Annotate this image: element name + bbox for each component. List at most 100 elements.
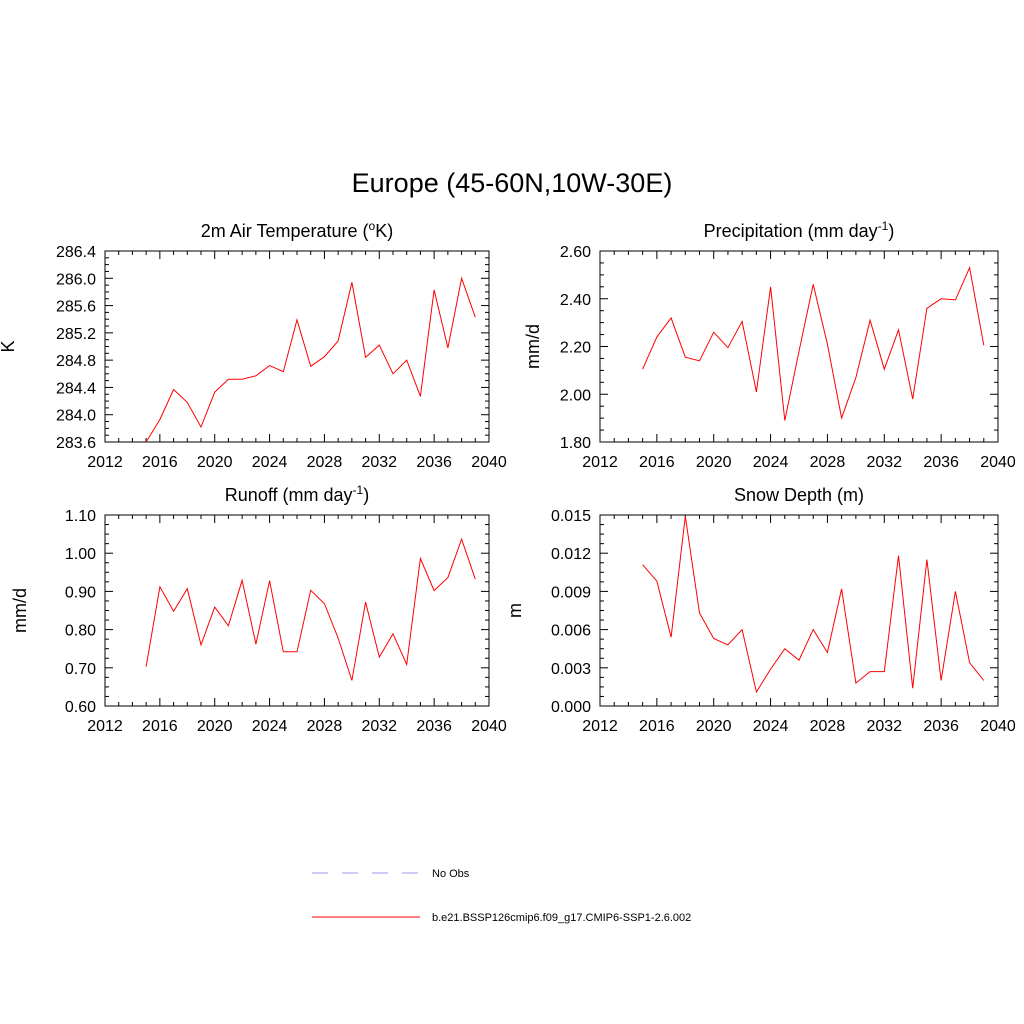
series-line xyxy=(145,276,476,443)
y-axis-label: mm/d xyxy=(10,588,30,633)
data-point xyxy=(241,378,243,380)
data-point xyxy=(433,289,435,291)
y-tick-label: 286.0 xyxy=(56,271,96,288)
x-tick-label: 2012 xyxy=(582,718,618,735)
data-point xyxy=(159,419,161,421)
x-tick-label: 2036 xyxy=(416,718,452,735)
data-point xyxy=(969,267,971,269)
y-tick-label: 2.40 xyxy=(560,292,591,309)
data-point xyxy=(841,588,843,590)
x-tick-label: 2024 xyxy=(753,454,789,471)
data-point xyxy=(255,375,257,377)
y-tick-label: 286.4 xyxy=(56,244,96,261)
data-point xyxy=(461,538,463,540)
data-point xyxy=(912,398,914,400)
data-point xyxy=(296,319,298,321)
data-point xyxy=(969,662,971,664)
data-point xyxy=(954,590,956,592)
data-point xyxy=(940,680,942,682)
x-tick-label: 2012 xyxy=(87,718,123,735)
x-tick-label: 2016 xyxy=(639,718,675,735)
y-tick-label: 1.80 xyxy=(560,435,591,452)
data-point xyxy=(200,426,202,428)
data-point xyxy=(798,659,800,661)
data-point xyxy=(642,564,644,566)
data-point xyxy=(186,401,188,403)
data-point xyxy=(770,668,772,670)
data-point xyxy=(898,329,900,331)
data-point xyxy=(727,347,729,349)
data-point xyxy=(940,298,942,300)
data-point xyxy=(812,283,814,285)
data-point xyxy=(670,636,672,638)
y-tick-label: 284.8 xyxy=(56,353,96,370)
figure-title: Europe (45-60N,10W-30E) xyxy=(351,168,673,198)
data-point xyxy=(378,656,380,658)
series-line xyxy=(145,537,476,681)
data-point xyxy=(310,589,312,591)
x-tick-label: 2024 xyxy=(753,718,789,735)
y-tick-label: 0.009 xyxy=(551,584,591,601)
panel-title-main: Runoff (mm day xyxy=(225,485,353,505)
data-point xyxy=(642,368,644,370)
data-point xyxy=(173,389,175,391)
data-point xyxy=(855,377,857,379)
x-tick-label: 2024 xyxy=(252,718,288,735)
y-tick-label: 0.70 xyxy=(65,661,96,678)
data-point xyxy=(784,420,786,422)
y-axis-label: m xyxy=(505,603,525,618)
y-tick-label: 0.015 xyxy=(551,508,591,525)
data-point xyxy=(869,671,871,673)
data-point xyxy=(898,555,900,557)
y-tick-label: 284.4 xyxy=(56,380,96,397)
y-axis-label: mm/d xyxy=(523,324,543,369)
y-tick-label: 2.20 xyxy=(560,340,591,357)
panel-snow-depth: 2012 2016 2020 2024 2028 2032 2036 2040 0.000 0.0… xyxy=(505,485,1016,735)
x-tick-label: 2032 xyxy=(361,718,397,735)
x-tick-label: 2032 xyxy=(866,718,902,735)
panel-title-main: 2m Air Temperature ( xyxy=(201,221,369,241)
plot-frame xyxy=(104,514,490,707)
panel-title-superscript: -1 xyxy=(353,483,364,497)
x-tick-label: 2040 xyxy=(980,718,1016,735)
plot-frame xyxy=(599,250,999,443)
panel-air-temperature: 2012 2016 2020 2024 2028 2032 2036 2040 283.6 284… xyxy=(0,219,507,471)
data-point xyxy=(296,651,298,653)
y-tick-label: 1.10 xyxy=(65,508,96,525)
y-tick-label: 2.60 xyxy=(560,244,591,261)
x-tick-label: 2028 xyxy=(307,454,343,471)
data-point xyxy=(145,441,147,443)
x-tick-label: 2028 xyxy=(307,718,343,735)
data-point xyxy=(323,603,325,605)
x-tick-label: 2040 xyxy=(471,718,507,735)
x-tick-label: 2036 xyxy=(923,454,959,471)
y-axis-label: K xyxy=(0,340,18,352)
y-tick-label: 2.00 xyxy=(560,387,591,404)
data-point xyxy=(365,356,367,358)
data-point xyxy=(983,680,985,682)
data-point xyxy=(784,648,786,650)
data-point xyxy=(883,368,885,370)
data-point xyxy=(378,344,380,346)
y-tick-label: 283.6 xyxy=(56,435,96,452)
x-tick-label: 2028 xyxy=(810,718,846,735)
data-point xyxy=(269,580,271,582)
data-point xyxy=(741,320,743,322)
series-line xyxy=(642,516,985,694)
data-point xyxy=(699,612,701,614)
x-tick-label: 2012 xyxy=(87,454,123,471)
data-point xyxy=(883,671,885,673)
data-point xyxy=(684,356,686,358)
data-point xyxy=(983,344,985,346)
panel-title-superscript: o xyxy=(369,219,376,233)
data-point xyxy=(755,391,757,393)
data-point xyxy=(656,336,658,338)
data-point xyxy=(433,590,435,592)
x-tick-label: 2020 xyxy=(197,718,233,735)
data-point xyxy=(145,666,147,668)
y-tick-label: 285.6 xyxy=(56,299,96,316)
y-tick-label: 0.60 xyxy=(65,699,96,716)
x-tick-label: 2020 xyxy=(696,454,732,471)
x-tick-label: 2024 xyxy=(252,454,288,471)
data-point xyxy=(869,319,871,321)
